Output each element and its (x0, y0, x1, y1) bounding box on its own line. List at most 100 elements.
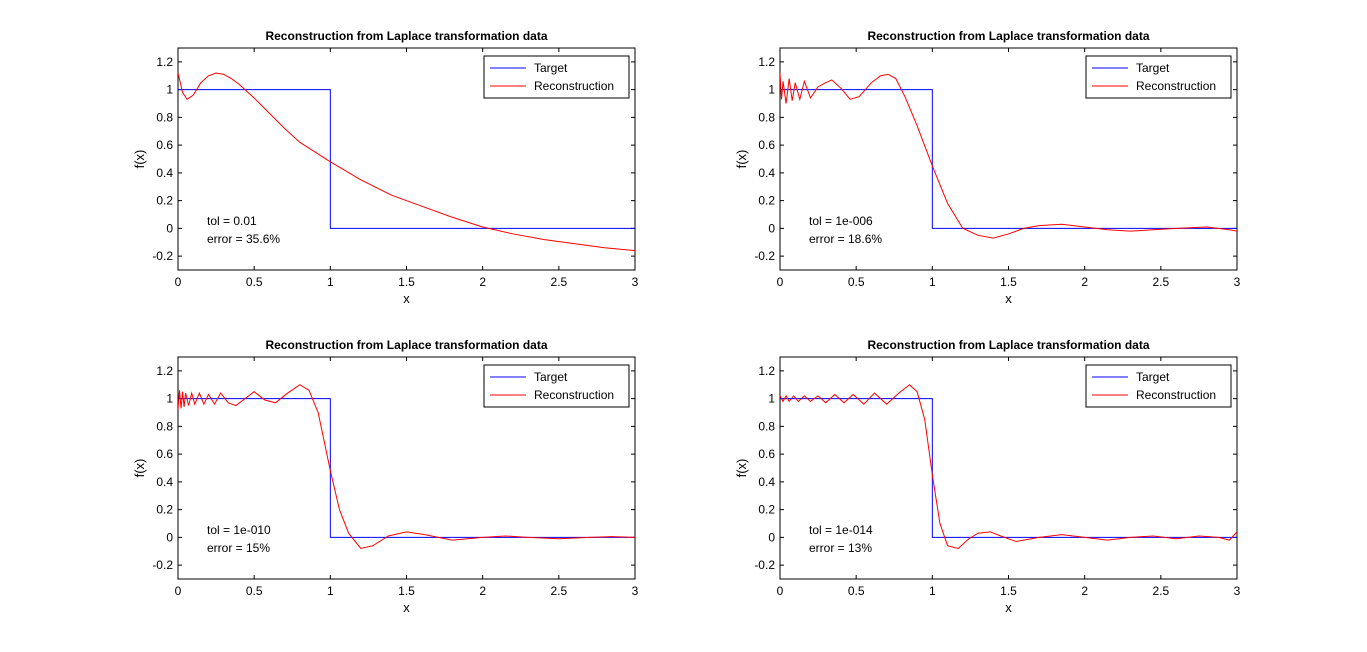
legend-box (483, 364, 630, 408)
series-line-target (178, 89, 635, 229)
y-tick-label: -0.2 (754, 558, 775, 572)
annotation-text: error = 35.6% (207, 232, 280, 246)
x-tick-label: 0.5 (246, 275, 263, 289)
legend-label-target: Target (534, 370, 568, 384)
legend-label-reconstruction: Reconstruction (534, 388, 614, 402)
legend: Target Reconstruction (1085, 364, 1232, 408)
x-tick-label: 3 (632, 584, 639, 598)
series-line-reconstruction (178, 384, 635, 550)
subplot-2: 0 0.5 1 1.5 2 2.5 3-0.200.20.40.60.811.2Recons… (734, 29, 1241, 306)
y-tick-label: 1.2 (156, 364, 173, 378)
legend-label-reconstruction: Reconstruction (1136, 79, 1216, 93)
legend-label-target: Target (1136, 370, 1170, 384)
y-tick-label: 0.4 (758, 166, 775, 180)
y-tick-label: -0.2 (152, 558, 173, 572)
x-tick-label: 3 (1234, 275, 1241, 289)
y-tick-label: 0.4 (156, 166, 173, 180)
y-tick-label: 0.8 (758, 419, 775, 433)
x-tick-label: 0.5 (246, 584, 263, 598)
y-tick-label: 0.8 (156, 110, 173, 124)
chart-title: Reconstruction from Laplace transformati… (265, 29, 547, 43)
x-axis-label: x (403, 291, 410, 306)
x-tick-label: 3 (1234, 584, 1241, 598)
chart-title: Reconstruction from Laplace transformati… (867, 338, 1149, 352)
subplot-3: 0 0.5 1 1.5 2 2.5 3-0.200.20.40.60.811.2Recons… (132, 338, 639, 615)
subplot-1: 0 0.5 1 1.5 2 2.5 3-0.200.20.40.60.811.2Recons… (132, 29, 639, 306)
y-tick-label: 0 (768, 221, 775, 235)
x-tick-label: 2 (1081, 584, 1088, 598)
x-axis-label: x (403, 600, 410, 615)
x-tick-label: 3 (632, 275, 639, 289)
x-tick-label: 0 (175, 584, 182, 598)
annotation-text: tol = 1e-006 (809, 214, 873, 228)
y-tick-label: 1.2 (758, 364, 775, 378)
x-tick-label: 1 (327, 275, 334, 289)
y-tick-label: 0.2 (156, 194, 173, 208)
x-tick-label: 2 (1081, 275, 1088, 289)
y-tick-label: 1 (768, 392, 775, 406)
annotation-text: error = 15% (207, 541, 270, 555)
x-tick-label: 1 (929, 584, 936, 598)
x-tick-label: 1 (929, 275, 936, 289)
y-tick-label: 0.8 (156, 419, 173, 433)
subplot-4: 0 0.5 1 1.5 2 2.5 3-0.200.20.40.60.811.2Recons… (734, 338, 1241, 615)
y-tick-label: 0 (166, 530, 173, 544)
x-tick-label: 0 (777, 275, 784, 289)
legend: Target Reconstruction (1085, 55, 1232, 99)
x-tick-label: 0.5 (848, 584, 865, 598)
legend-box (483, 55, 630, 99)
legend: Target Reconstruction (483, 55, 630, 99)
legend-box (1085, 364, 1232, 408)
y-tick-label: 0 (166, 221, 173, 235)
y-tick-label: 0.8 (758, 110, 775, 124)
legend: Target Reconstruction (483, 364, 630, 408)
x-tick-label: 0 (175, 275, 182, 289)
y-axis-label: f(x) (734, 459, 749, 478)
series-line-reconstruction (780, 384, 1237, 550)
y-tick-label: 0.6 (758, 138, 775, 152)
x-tick-label: 0 (777, 584, 784, 598)
y-tick-label: 0.6 (156, 138, 173, 152)
chart-title: Reconstruction from Laplace transformati… (265, 338, 547, 352)
x-tick-label: 2 (479, 275, 486, 289)
y-tick-label: 1 (768, 83, 775, 97)
legend-label-target: Target (1136, 61, 1170, 75)
y-tick-label: 0.6 (758, 447, 775, 461)
y-axis-label: f(x) (132, 150, 147, 169)
annotation-text: tol = 1e-010 (207, 523, 271, 537)
x-tick-label: 0.5 (848, 275, 865, 289)
x-tick-label: 1 (327, 584, 334, 598)
x-tick-label: 1.5 (398, 275, 415, 289)
annotation-text: tol = 0.01 (207, 214, 257, 228)
legend-label-reconstruction: Reconstruction (1136, 388, 1216, 402)
x-axis-label: x (1005, 291, 1012, 306)
x-tick-label: 2.5 (1152, 584, 1169, 598)
series-line-target (780, 89, 1237, 229)
y-tick-label: 0 (768, 530, 775, 544)
y-axis-label: f(x) (132, 459, 147, 478)
x-tick-label: 2 (479, 584, 486, 598)
y-axis-label: f(x) (734, 150, 749, 169)
annotation-text: error = 13% (809, 541, 872, 555)
x-axis-label: x (1005, 600, 1012, 615)
y-tick-label: 1 (166, 392, 173, 406)
y-tick-label: 1.2 (758, 55, 775, 69)
x-tick-label: 2.5 (1152, 275, 1169, 289)
y-tick-label: -0.2 (754, 249, 775, 263)
x-tick-label: 1.5 (1000, 275, 1017, 289)
y-tick-label: 0.2 (758, 194, 775, 208)
x-tick-label: 1.5 (1000, 584, 1017, 598)
legend-box (1085, 55, 1232, 99)
x-tick-label: 2.5 (550, 584, 567, 598)
y-tick-label: -0.2 (152, 249, 173, 263)
y-tick-label: 0.2 (156, 503, 173, 517)
legend-label-target: Target (534, 61, 568, 75)
series-line-reconstruction (780, 72, 1237, 239)
x-tick-label: 2.5 (550, 275, 567, 289)
series-line-reconstruction (178, 72, 635, 252)
y-tick-label: 0.4 (156, 475, 173, 489)
x-tick-label: 1.5 (398, 584, 415, 598)
legend-label-reconstruction: Reconstruction (534, 79, 614, 93)
y-tick-label: 1 (166, 83, 173, 97)
